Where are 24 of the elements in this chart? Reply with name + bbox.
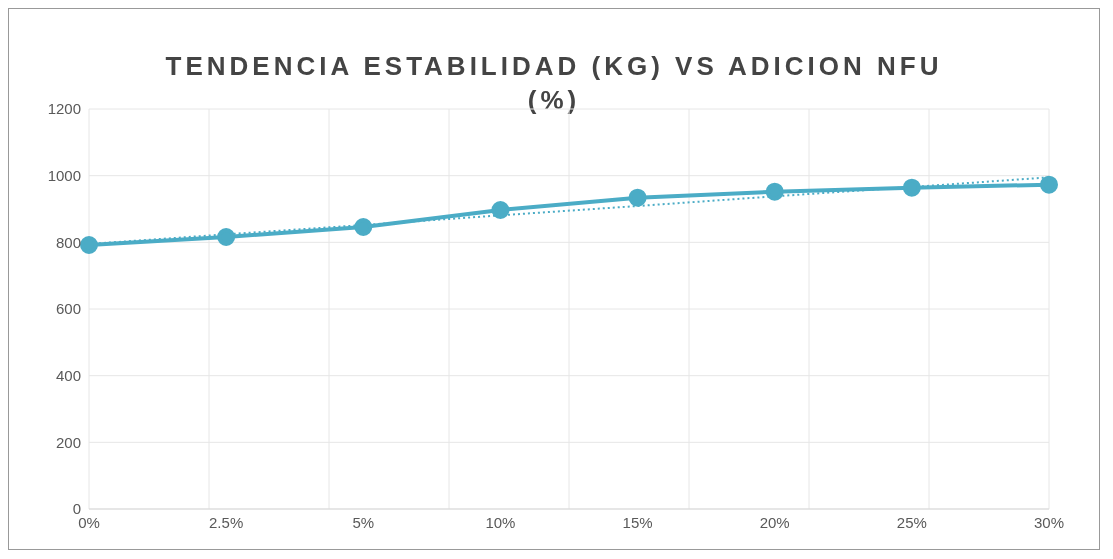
x-tick-label: 25% [896,513,927,531]
y-tick-label: 1000 [47,166,81,184]
point [80,236,98,254]
x-tick-label: 5% [352,513,375,531]
x-tick-label: 0% [78,513,100,531]
x-tick-label: 20% [759,513,790,531]
x-tick-label: 10% [485,513,516,531]
y-tick-label: 800 [55,233,81,251]
x-tick-label: 2.5% [209,513,244,531]
point [1040,175,1058,194]
point [628,188,647,207]
point [765,182,784,201]
y-tick-label: 400 [55,366,81,384]
point [217,228,236,246]
point [491,201,510,219]
point [902,178,921,197]
y-tick-label: 0 [72,500,81,518]
y-tick-label: 200 [55,433,81,451]
point [354,218,373,236]
y-tick-label: 600 [55,300,81,318]
x-tick-label: 15% [622,513,653,531]
chart-title: TENDENCIA ESTABILIDAD (KG) VS ADICION NFU (%) [164,50,944,117]
y-tick-label: 1200 [47,100,81,118]
x-tick-label: 30% [1033,513,1065,531]
